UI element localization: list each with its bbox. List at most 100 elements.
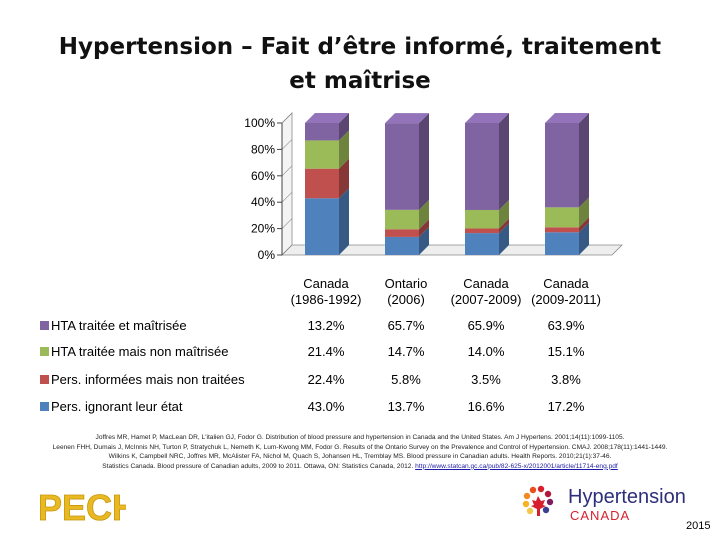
bar-segment-front [385, 236, 419, 255]
pech-logo: PECH [38, 487, 126, 526]
y-tick-depth-line [281, 244, 293, 256]
bar-segment-front [385, 229, 419, 237]
bar-segment-side [579, 197, 589, 228]
bar-segment-side [339, 158, 349, 199]
bar-segment-side [339, 188, 349, 255]
y-tick-label: 20% [251, 222, 275, 236]
data-value-label: 14.7% [388, 344, 425, 359]
data-value-label: 63.9% [548, 318, 585, 333]
data-value-label: 21.4% [308, 344, 345, 359]
hypertension-canada-logo-country: CANADA [570, 508, 631, 523]
bar-segment-front [305, 140, 339, 169]
pech-logo-text: PECH [38, 487, 126, 526]
data-value-label: 5.8% [391, 372, 421, 387]
bar-segment-front [545, 123, 579, 208]
category-label: (1986-1992) [291, 292, 362, 307]
bar-segment-front [545, 207, 579, 228]
data-value-label: 3.8% [551, 372, 581, 387]
bar-segment-side [579, 222, 589, 255]
hypertension-canada-logo: Hypertension CANADA [510, 484, 700, 524]
bar-segment-front [465, 233, 499, 255]
bar-segment-front [545, 232, 579, 255]
slide-year: 2015 [686, 520, 711, 532]
y-tick-depth-line [281, 218, 293, 229]
hypertension-canada-logo-name: Hypertension [568, 486, 686, 508]
data-value-label: 65.9% [468, 318, 505, 333]
bar-segment-front [465, 228, 499, 234]
bar-segment-side [419, 219, 429, 237]
category-label: Canada [543, 276, 589, 291]
category-label: (2006) [387, 292, 425, 307]
maple-leaf-icon [522, 485, 554, 516]
y-tick-label: 80% [251, 142, 275, 156]
reference-4-text: Statistics Canada. Blood pressure of Can… [102, 462, 414, 470]
bar-segment-front [385, 209, 419, 230]
bar-segment-side [499, 199, 509, 229]
legend-swatch [40, 347, 49, 356]
bar-segment-front [305, 198, 339, 255]
data-value-label: 22.4% [308, 372, 345, 387]
references: Joffres MR, Hamet P, MacLean DR, L'itali… [0, 433, 720, 471]
chart-data-table: Canada(1986-1992)Ontario(2006)Canada(200… [40, 276, 601, 414]
bar-segment-side [579, 113, 589, 208]
y-tick-depth-line [281, 112, 293, 124]
y-tick-label: 0% [258, 248, 276, 262]
bar-segment-front [465, 123, 499, 210]
chart-side-wall [281, 112, 293, 256]
legend-label: HTA traitée mais non maîtrisée [51, 344, 229, 359]
stacked-bar-chart: 0%20%40%60%80%100% Canada(1986-1992)Onta… [40, 112, 623, 414]
bar-segment-side [499, 218, 509, 234]
category-label: (2009-2011) [531, 292, 601, 307]
bar-top-face [305, 113, 349, 123]
bar-top-face [465, 113, 509, 123]
bar-segment-side [419, 226, 429, 255]
bar-segment-side [499, 113, 509, 210]
data-value-label: 13.7% [388, 399, 425, 414]
bar-segment-side [339, 113, 349, 141]
slide-title: Hypertension – Fait d’être informé, trai… [30, 30, 690, 98]
bar-segment-front [385, 123, 419, 210]
reference-4: Statistics Canada. Blood pressure of Can… [0, 462, 720, 472]
bar-segment-front [305, 168, 339, 199]
category-label: (2007-2009) [451, 292, 522, 307]
y-tick-depth-line [281, 165, 293, 177]
data-value-label: 16.6% [468, 399, 505, 414]
y-tick-depth-line [281, 191, 293, 203]
category-label: Canada [463, 276, 509, 291]
bar-segment-front [305, 123, 339, 141]
legend-label: Pers. informées mais non traitées [51, 372, 245, 387]
bar-top-face [545, 113, 589, 123]
bar-segment-front [545, 227, 579, 233]
bar-segment-side [339, 130, 349, 169]
bar-segment-side [579, 217, 589, 233]
bar-segment-side [499, 223, 509, 255]
legend-swatch [40, 402, 49, 411]
data-value-label: 15.1% [548, 344, 585, 359]
reference-3: Wilkins K, Campbell NRC, Joffres MR, McA… [108, 453, 612, 461]
y-tick-label: 100% [244, 116, 275, 130]
chart-axes: 0% 20% 40% 60% 80% 100% [244, 112, 623, 262]
legend-label: Pers. ignorant leur état [51, 399, 183, 414]
category-label: Ontario [385, 276, 428, 291]
data-value-label: 17.2% [548, 399, 585, 414]
bar-top-face [385, 113, 429, 124]
reference-link[interactable]: http://www.statcan.gc.ca/pub/82-625-x/20… [415, 462, 618, 470]
category-label: Canada [303, 276, 349, 291]
y-tick-depth-line [281, 139, 293, 150]
legend-swatch [40, 375, 49, 384]
data-value-label: 3.5% [471, 372, 501, 387]
bar-segment-side [419, 113, 429, 210]
bar-segment-side [419, 199, 429, 230]
legend-swatch [40, 321, 49, 330]
slide-title-line-1: Hypertension – Fait d’être informé, trai… [58, 34, 662, 60]
data-value-label: 13.2% [308, 318, 345, 333]
legend-label: HTA traitée et maîtrisée [51, 318, 187, 333]
data-value-label: 14.0% [468, 344, 505, 359]
y-tick-label: 60% [251, 169, 275, 183]
slide-title-line-2: et maîtrise [289, 68, 431, 94]
chart-bars [305, 113, 589, 255]
reference-2: Leenen FHH, Dumais J, McInnis NH, Turton… [52, 443, 668, 451]
data-value-label: 43.0% [308, 399, 345, 414]
reference-1: Joffres MR, Hamet P, MacLean DR, L'itali… [95, 434, 625, 441]
bar-segment-front [465, 209, 499, 229]
